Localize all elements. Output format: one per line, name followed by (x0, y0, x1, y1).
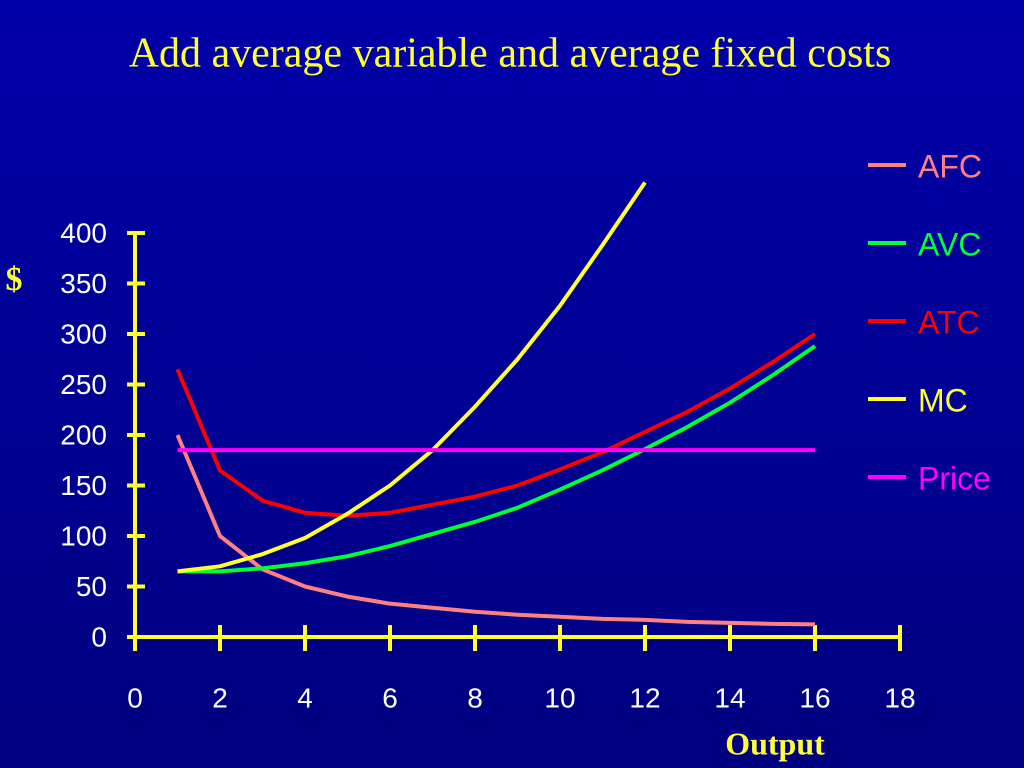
legend-label: ATC (918, 304, 980, 340)
y-tick-label: 100 (60, 520, 107, 551)
y-tick-label: 350 (60, 268, 107, 299)
x-tick-label: 0 (127, 682, 143, 713)
y-tick-label: 400 (60, 217, 107, 248)
legend-label: MC (918, 382, 968, 418)
x-tick-label: 16 (799, 682, 830, 713)
line-series (175, 332, 817, 518)
y-tick-label: 50 (76, 571, 107, 602)
x-tick-label: 6 (382, 682, 398, 713)
y-tick-label: 0 (91, 621, 107, 652)
chart-title: Add average variable and average fixed c… (129, 31, 892, 77)
x-tick-label: 8 (467, 682, 483, 713)
y-tick-label: 150 (60, 470, 107, 501)
line-series (175, 434, 816, 627)
x-tick-label: 18 (884, 682, 915, 713)
x-tick-label: 10 (544, 682, 575, 713)
y-axis-label: $ (6, 261, 23, 298)
y-tick-label: 200 (60, 419, 107, 450)
x-tick-label: 12 (629, 682, 660, 713)
x-tick-label: 14 (714, 682, 745, 713)
legend-label: AVC (918, 226, 981, 262)
line-series (177, 181, 647, 574)
x-tick-label: 2 (212, 682, 228, 713)
y-tick-label: 300 (60, 318, 107, 349)
legend-label: Price (918, 460, 991, 496)
y-tick-label: 250 (60, 369, 107, 400)
line-series (177, 344, 817, 574)
x-axis-label: Output (725, 725, 825, 761)
legend-label: AFC (918, 148, 982, 184)
x-tick-label: 4 (297, 682, 313, 713)
